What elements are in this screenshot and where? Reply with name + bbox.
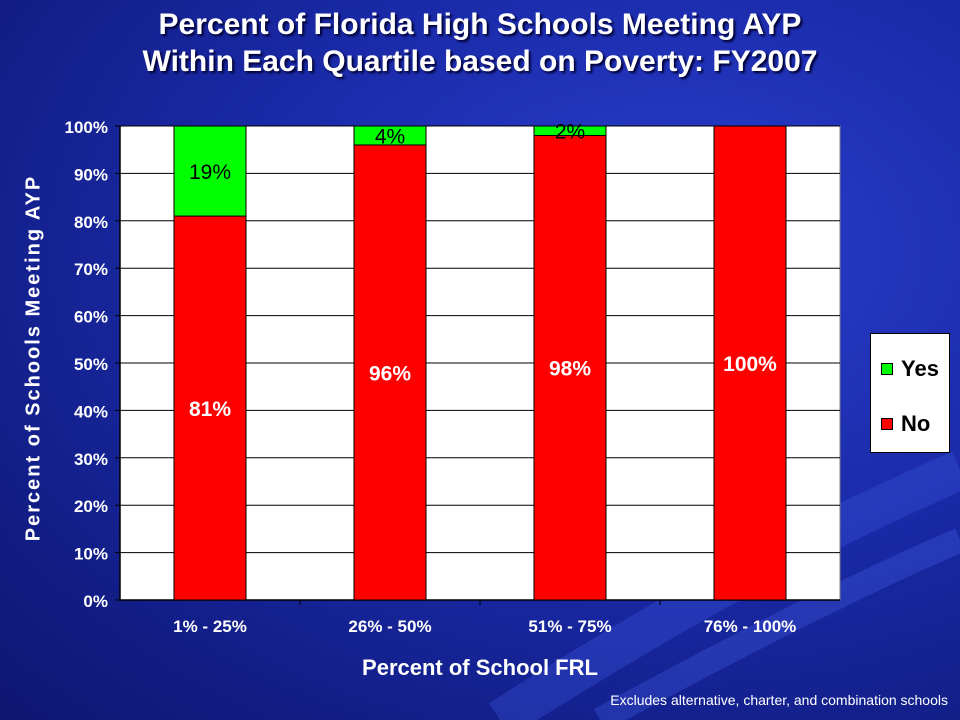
data-label-no: 81% bbox=[189, 398, 231, 421]
y-tick-label: 60% bbox=[74, 308, 108, 327]
bar-yes bbox=[353, 125, 427, 146]
data-label-no: 100% bbox=[723, 353, 777, 376]
y-tick-label: 0% bbox=[83, 592, 108, 611]
data-label-yes: 4% bbox=[375, 125, 405, 148]
legend: Yes No bbox=[870, 333, 950, 453]
legend-label-no: No bbox=[901, 411, 931, 436]
y-tick-label: 100% bbox=[65, 118, 108, 137]
y-tick-label: 90% bbox=[74, 165, 108, 184]
bar-no bbox=[353, 144, 427, 601]
legend-item-no: No bbox=[881, 411, 930, 437]
data-label-yes: 2% bbox=[555, 121, 585, 144]
chart-title-line-1: Percent of Florida High Schools Meeting … bbox=[158, 8, 802, 41]
y-tick-label: 80% bbox=[74, 213, 108, 232]
data-label-no: 98% bbox=[549, 358, 591, 381]
y-tick-label: 40% bbox=[74, 402, 108, 421]
chart-title: Percent of Florida High Schools Meeting … bbox=[0, 6, 960, 80]
legend-swatch-no bbox=[881, 418, 893, 430]
bar-no bbox=[173, 215, 247, 601]
y-tick-label: 30% bbox=[74, 450, 108, 469]
x-tick-label: 26% - 50% bbox=[348, 617, 431, 636]
legend-label-yes: Yes bbox=[901, 356, 939, 381]
y-tick-label: 70% bbox=[74, 260, 108, 279]
data-label-yes: 19% bbox=[189, 161, 231, 184]
y-axis-label: Percent of Schools Meeting AYP bbox=[22, 174, 45, 542]
y-tick-label: 20% bbox=[74, 497, 108, 516]
data-label-no: 96% bbox=[369, 362, 411, 385]
x-axis-label: Percent of School FRL bbox=[362, 655, 598, 680]
y-tick-label: 50% bbox=[74, 355, 108, 374]
bar-yes bbox=[533, 125, 607, 136]
chart-title-line-2: Within Each Quartile based on Poverty: F… bbox=[142, 45, 818, 78]
y-tick-label: 10% bbox=[74, 545, 108, 564]
bar-yes bbox=[173, 125, 247, 217]
legend-swatch-yes bbox=[881, 363, 893, 375]
x-tick-label: 51% - 75% bbox=[528, 617, 611, 636]
x-tick-label: 1% - 25% bbox=[173, 617, 247, 636]
x-tick-label: 76% - 100% bbox=[704, 617, 797, 636]
bar-no bbox=[533, 134, 607, 601]
bar-no bbox=[713, 125, 787, 601]
legend-item-yes: Yes bbox=[881, 356, 939, 382]
footnote: Excludes alternative, charter, and combi… bbox=[610, 692, 948, 708]
